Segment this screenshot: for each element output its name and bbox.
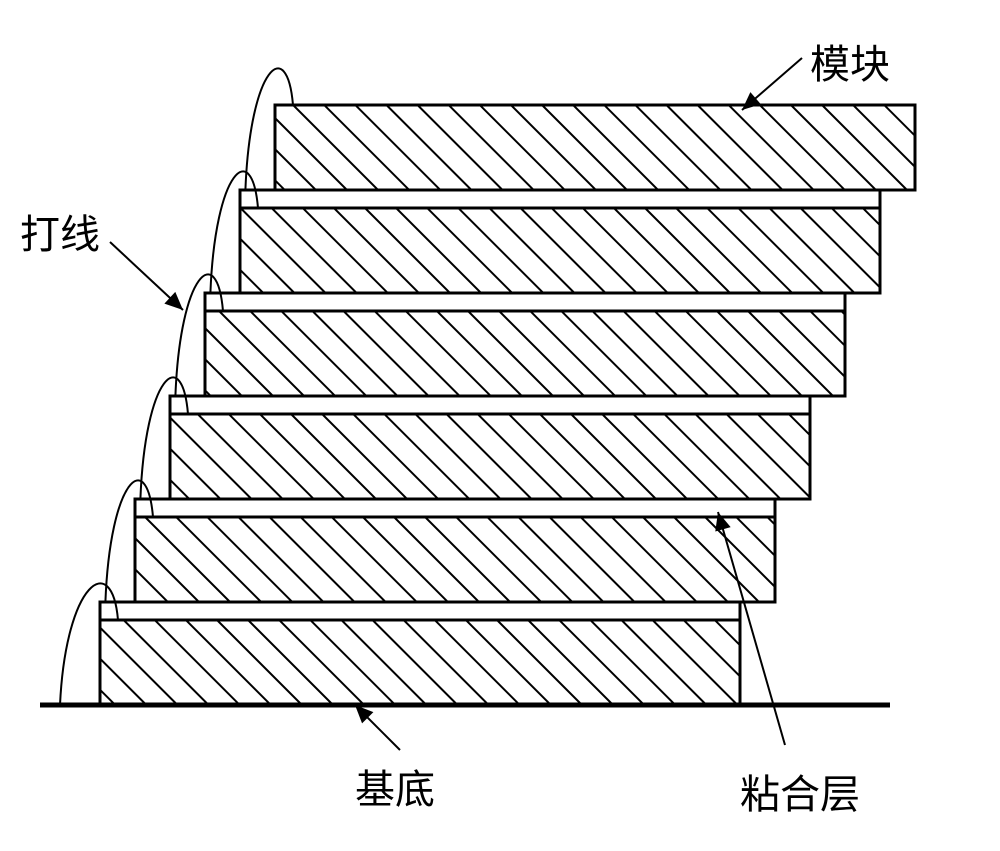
die-1 <box>135 517 775 602</box>
label-module: 模块 <box>810 45 890 85</box>
adhesive-0 <box>100 602 740 620</box>
stacked-die-diagram <box>0 0 1000 851</box>
die-4 <box>240 208 880 293</box>
label-wirebond: 打线 <box>20 215 100 255</box>
adhesive-1 <box>135 499 775 517</box>
die-5 <box>275 105 915 190</box>
die-0 <box>100 620 740 705</box>
label-adhesive: 粘合层 <box>740 775 860 815</box>
adhesive-3 <box>205 293 845 311</box>
die-2 <box>170 414 810 499</box>
label-substrate: 基底 <box>355 770 435 810</box>
adhesive-2 <box>170 396 810 414</box>
die-3 <box>205 311 845 396</box>
adhesive-4 <box>240 190 880 208</box>
